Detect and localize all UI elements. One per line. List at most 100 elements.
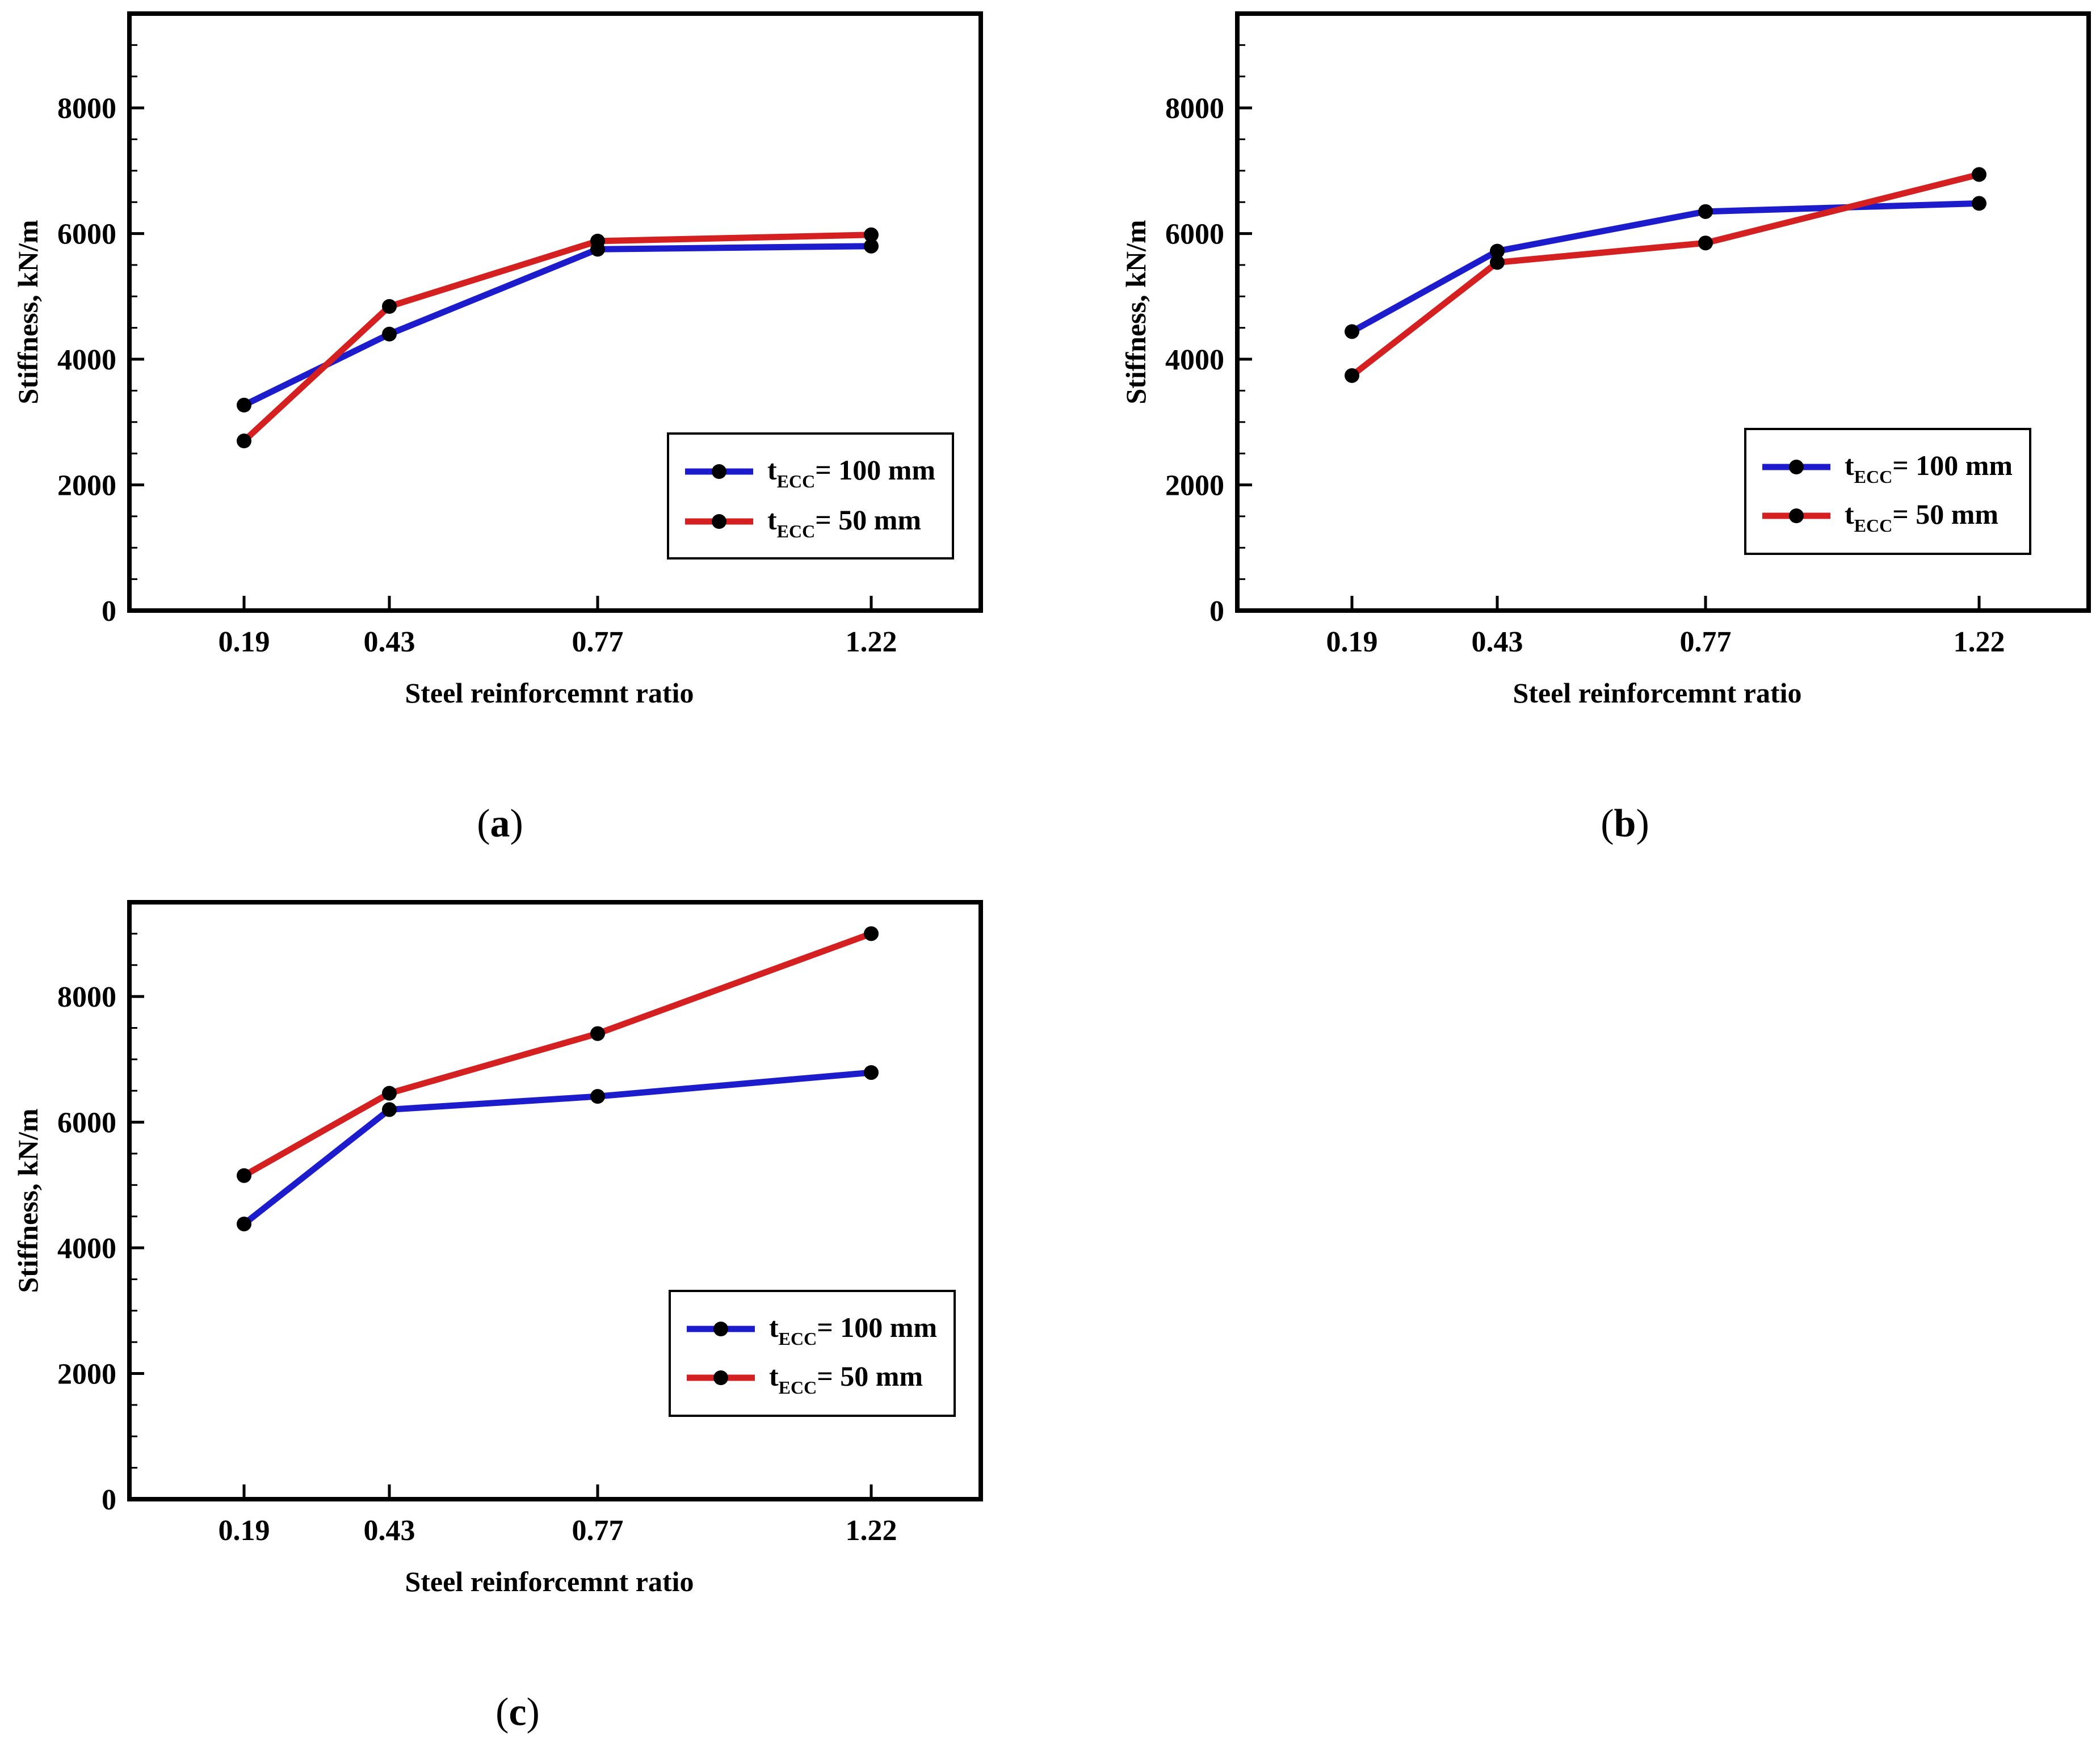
legend-swatch-marker: [713, 1370, 728, 1385]
legend-entry-main: t: [1845, 449, 1854, 481]
y-axis-title: Stiffness, kN/m: [12, 1108, 44, 1293]
caption-letter: a: [490, 802, 510, 845]
legend-entry-main: t: [769, 1311, 779, 1343]
data-point-50mm: [237, 1168, 251, 1183]
plot-frame: [127, 11, 983, 613]
y-axis-title: Stiffness, kN/m: [1120, 220, 1152, 404]
legend-entry-main: t: [769, 1360, 779, 1392]
panel-caption-c: (c): [495, 1690, 540, 1734]
legend-entry-rest: = 50 mm: [815, 504, 921, 536]
plot-frame: [1235, 11, 2091, 613]
legend-entry-subscript: ECC: [779, 1328, 817, 1349]
legend-entry-main: t: [1845, 498, 1854, 530]
x-tick-label: 0.77: [572, 626, 624, 658]
y-tick-label: 6000: [57, 1107, 116, 1139]
x-tick-label: 1.22: [846, 626, 897, 658]
series-line-50mm: [241, 930, 875, 1179]
data-point-50mm: [1490, 255, 1505, 270]
data-point-100mm: [590, 1089, 605, 1104]
panel-caption-b: (b): [1601, 802, 1649, 845]
legend-swatch-marker: [712, 514, 726, 529]
y-tick-label: 6000: [1165, 218, 1224, 251]
legend-entry-main: t: [767, 454, 777, 486]
series-group: [1345, 167, 1986, 383]
x-axis-tick-labels: 0.19 0.43 0.77 1.22: [1326, 626, 2005, 658]
x-tick-label: 0.43: [364, 1515, 415, 1547]
data-point-50mm: [590, 1026, 605, 1041]
data-point-50mm: [382, 1086, 397, 1101]
caption-paren: ): [510, 802, 523, 845]
y-axis-ticks: [1237, 44, 1981, 612]
legend-entry-subscript: ECC: [777, 521, 816, 541]
chart-panel-c: 0 2000 4000 6000 8000 0.19 0.43 0.77 1.2…: [12, 900, 983, 1597]
legend-swatch-marker: [1789, 460, 1804, 474]
series-line-50mm: [241, 232, 875, 444]
data-point-100mm: [237, 397, 251, 413]
x-tick-label: 0.19: [219, 626, 270, 658]
panel-caption-a: (a): [477, 802, 523, 845]
data-point-100mm: [382, 326, 397, 342]
plot-frame: [127, 900, 983, 1501]
caption-paren: (: [477, 802, 490, 845]
caption-letter: c: [509, 1690, 526, 1734]
y-axis-title: Stiffness, kN/m: [12, 220, 44, 404]
x-tick-label: 0.77: [572, 1515, 624, 1547]
caption-paren: ): [1636, 802, 1649, 845]
x-axis-tick-labels: 0.19 0.43 0.77 1.22: [219, 626, 897, 658]
y-tick-label: 8000: [57, 981, 116, 1013]
caption-paren: (: [1601, 802, 1614, 845]
data-point-100mm: [237, 1216, 251, 1231]
y-tick-label: 0: [1209, 595, 1224, 628]
legend-box: [669, 1290, 956, 1417]
data-point-50mm: [382, 299, 397, 314]
chart-panel-b: 0 2000 4000 6000 8000 0.19 0.43 0.77 1.2…: [1120, 11, 2091, 709]
legend-swatch-marker: [713, 1322, 728, 1336]
series-line-100mm: [1349, 200, 1983, 335]
x-tick-label: 0.43: [364, 626, 415, 658]
caption-paren: (: [495, 1690, 509, 1734]
legend-entry-50mm: tECC= 50 mm: [767, 504, 921, 541]
data-point-50mm: [864, 227, 879, 242]
legend-entry-subscript: ECC: [779, 1377, 817, 1398]
data-point-100mm: [382, 1102, 397, 1117]
y-tick-label: 4000: [57, 344, 116, 376]
x-tick-label: 0.19: [1326, 626, 1378, 658]
legend: tECC= 100 mm tECC= 50 mm: [669, 1290, 956, 1417]
legend-entry-rest: = 100 mm: [1892, 449, 2013, 481]
legend-entry-rest: = 100 mm: [815, 454, 935, 486]
series-line-100mm: [241, 243, 875, 409]
legend-box: [667, 432, 954, 560]
y-axis-tick-labels: 0 2000 4000 6000 8000: [1165, 92, 1224, 628]
caption-letter: b: [1614, 802, 1636, 845]
data-point-100mm: [1698, 204, 1713, 219]
y-axis-ticks: [129, 932, 873, 1501]
legend-entry-subscript: ECC: [777, 471, 816, 491]
x-axis-title: Steel reinforcemnt ratio: [405, 1566, 694, 1597]
legend-entry-subscript: ECC: [1854, 466, 1893, 487]
legend-entry-50mm: tECC= 50 mm: [769, 1360, 923, 1398]
legend-entry-rest: = 50 mm: [1892, 498, 1998, 530]
y-tick-label: 4000: [57, 1232, 116, 1265]
legend-entry-50mm: tECC= 50 mm: [1845, 498, 1998, 536]
legend-entry-subscript: ECC: [1854, 515, 1893, 536]
x-axis-tick-labels: 0.19 0.43 0.77 1.22: [219, 1515, 897, 1547]
legend-swatch-marker: [1789, 508, 1804, 523]
y-axis-ticks: [129, 44, 873, 612]
legend: tECC= 100 mm tECC= 50 mm: [667, 432, 954, 560]
data-point-100mm: [1972, 196, 1986, 211]
caption-paren: ): [527, 1690, 540, 1734]
legend-entry-main: t: [767, 504, 777, 536]
data-point-50mm: [237, 434, 251, 449]
legend: tECC= 100 mm tECC= 50 mm: [1744, 428, 2031, 555]
y-tick-label: 6000: [57, 218, 116, 251]
data-point-100mm: [1345, 324, 1359, 339]
x-tick-label: 1.22: [846, 1515, 897, 1547]
y-tick-label: 2000: [57, 1358, 116, 1391]
x-axis-title: Steel reinforcemnt ratio: [405, 677, 694, 709]
data-point-100mm: [864, 1065, 879, 1080]
data-point-50mm: [1698, 235, 1713, 251]
series-line-100mm: [241, 1069, 875, 1227]
y-tick-label: 8000: [57, 92, 116, 125]
y-axis-tick-labels: 0 2000 4000 6000 8000: [57, 92, 116, 628]
